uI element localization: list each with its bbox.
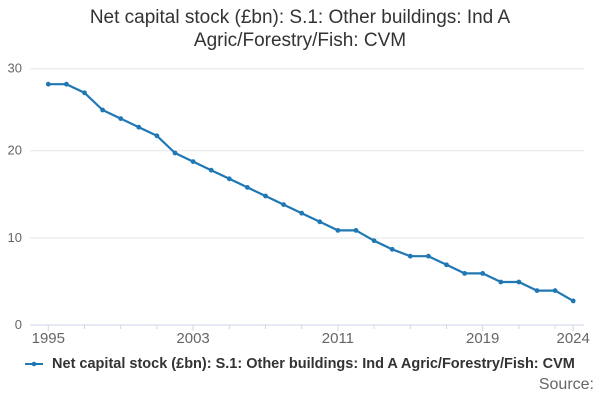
svg-text:2003: 2003 [176,330,209,347]
svg-text:30: 30 [8,61,22,76]
svg-text:2024: 2024 [557,330,590,347]
svg-text:2019: 2019 [466,330,499,347]
svg-text:10: 10 [8,230,22,245]
svg-text:2011: 2011 [322,330,354,347]
svg-text:20: 20 [8,143,22,158]
svg-text:0: 0 [15,317,22,332]
svg-text:1995: 1995 [32,330,65,347]
